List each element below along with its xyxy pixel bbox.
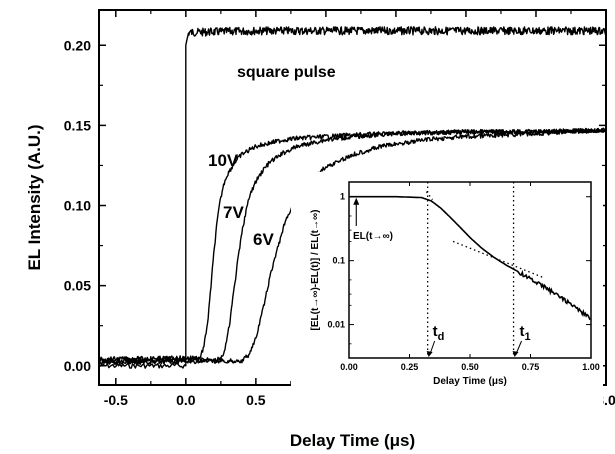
x-tick-label: 0.0 [176,392,196,408]
y-tick-label: 0.15 [64,117,91,133]
series-line-6v [98,127,607,365]
label-10v: 10V [208,151,239,170]
x-axis-title: Delay Time (μs) [290,431,415,450]
label-t1: t1 [520,323,531,343]
main-annotations: square pulse 10V 7V 6V [208,64,336,249]
inset-background [291,172,603,406]
inset-y-tick-label: 0.1 [332,256,345,266]
y-tick-label: 0.10 [64,198,91,214]
arrow-td-head [426,351,433,357]
inset-fit-line-1 [425,191,434,201]
label-td: td [433,323,445,343]
inset-decay-curve [349,195,591,321]
arrow-t1-head [512,351,519,357]
label-6v: 6V [253,230,274,249]
inset-x-axis-title: Delay Time (μs) [433,376,507,387]
inset-y-tick-label: 1 [340,192,345,202]
y-tick-label: 0.05 [64,278,91,294]
y-tick-label: 0.20 [64,37,91,53]
y-axis-title: EL Intensity (A.U.) [25,124,44,270]
inset-y-axis-title: [EL(t→∞)-EL(t)] / EL(t→∞) [310,210,321,331]
label-el-infinity: EL(t→∞) [353,231,393,242]
inset-y-tick-label: 0.01 [327,320,345,330]
main-plot [98,26,607,369]
inset-x-tick-label: 0.25 [401,362,419,372]
x-tick-label: 0.5 [246,392,266,408]
inset-x-tick-label: 1.00 [582,362,600,372]
inset-x-tick-label: 0.00 [340,362,358,372]
inset-x-tick-label: 0.75 [522,362,540,372]
label-square-pulse: square pulse [237,64,336,81]
arrow-el-infinity-head [353,197,360,205]
x-tick-label: -0.5 [104,392,128,408]
y-tick-label: 0.00 [64,358,91,374]
label-7v: 7V [223,203,244,222]
inset-x-tick-label: 0.50 [461,362,479,372]
inset-chart: 0.00 0.25 0.50 0.75 1.00 0.01 0.1 1 Delay Time (… [291,172,603,406]
series-line-square-pulse [98,26,607,369]
